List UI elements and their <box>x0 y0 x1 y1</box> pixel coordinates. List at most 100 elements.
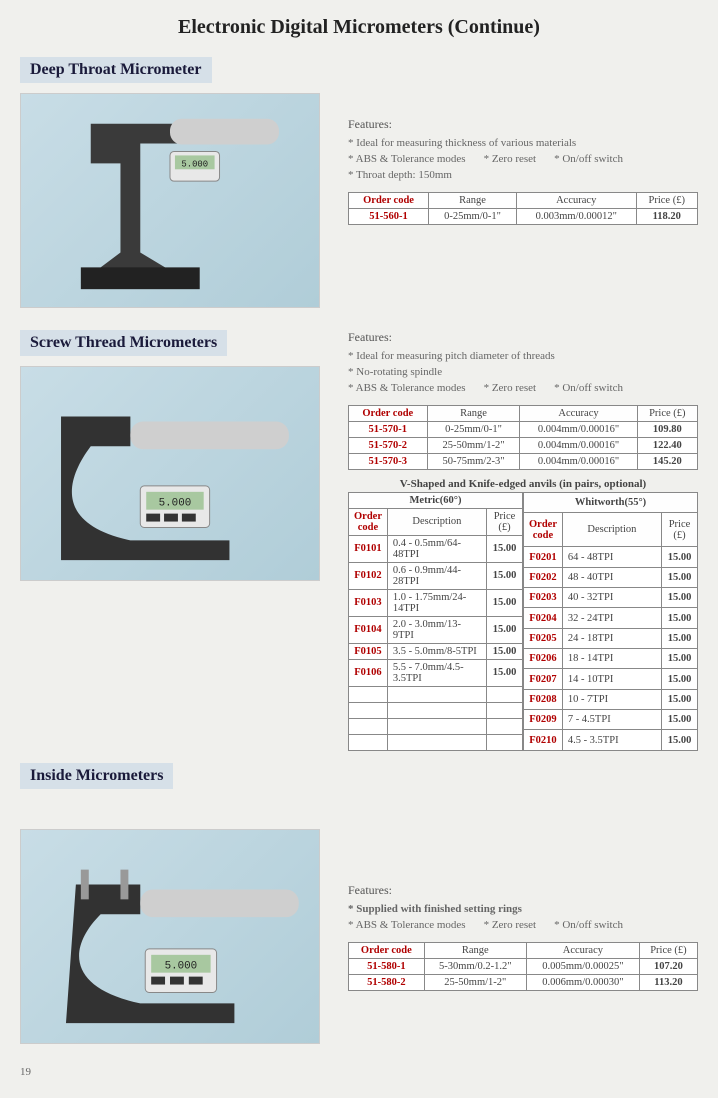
section-heading: Screw Thread Micrometers <box>20 330 227 356</box>
cell: 0.6 - 0.9mm/44-28TPI <box>387 562 486 589</box>
cell-accuracy: 0.006mm/0.00030" <box>526 974 639 990</box>
cell: 3.5 - 5.0mm/8-5TPI <box>387 643 486 659</box>
cell-order-code: 51-560-1 <box>349 208 429 224</box>
cell: 48 - 40TPI <box>562 567 661 587</box>
cell: 15.00 <box>487 535 523 562</box>
anvil-tables: Metric(60°) Order code Description Price… <box>348 492 698 751</box>
cell: F0106 <box>349 659 388 686</box>
cell-price: 145.20 <box>637 453 697 469</box>
cell-price: 109.80 <box>637 421 697 437</box>
cell: 15.00 <box>662 710 698 730</box>
cell-order-code: 51-580-1 <box>349 958 425 974</box>
cell-accuracy: 0.004mm/0.00016" <box>520 437 637 453</box>
cell: 10 - 7TPI <box>562 689 661 709</box>
product-image-inside: 5.000 <box>20 829 320 1044</box>
cell: F0103 <box>349 589 388 616</box>
features-label: Features: <box>348 883 698 898</box>
cell: F0105 <box>349 643 388 659</box>
cell: F0101 <box>349 535 388 562</box>
cell: 15.00 <box>662 608 698 628</box>
cell-order-code: 51-570-3 <box>349 453 428 469</box>
cell-price: 118.20 <box>636 208 698 224</box>
cell: F0207 <box>524 669 563 689</box>
feature-item: * Ideal for measuring thickness of vario… <box>348 136 698 152</box>
cell: 15.00 <box>487 643 523 659</box>
cell: F0209 <box>524 710 563 730</box>
cell-price: 107.20 <box>639 958 697 974</box>
th-range: Range <box>429 192 517 208</box>
cell: F0208 <box>524 689 563 709</box>
cell: F0210 <box>524 730 563 750</box>
metric-head: Metric(60°) <box>349 492 523 508</box>
cell-range: 25-50mm/1-2" <box>424 974 526 990</box>
cell-range: 0-25mm/0-1" <box>427 421 520 437</box>
feature-item: * Zero reset <box>484 918 537 934</box>
cell-accuracy: 0.005mm/0.00025" <box>526 958 639 974</box>
anvil-table-metric: Metric(60°) Order code Description Price… <box>348 492 523 751</box>
cell: 15.00 <box>662 628 698 648</box>
cell: 7 - 4.5TPI <box>562 710 661 730</box>
cell: F0202 <box>524 567 563 587</box>
price-table-inside: Order code Range Accuracy Price (£) 51-5… <box>348 942 698 991</box>
page-title: Electronic Digital Micrometers (Continue… <box>20 16 698 39</box>
cell: 15.00 <box>662 588 698 608</box>
cell: F0205 <box>524 628 563 648</box>
section-heading: Inside Micrometers <box>20 763 173 789</box>
cell-accuracy: 0.004mm/0.00016" <box>520 453 637 469</box>
cell: F0102 <box>349 562 388 589</box>
cell: 1.0 - 1.75mm/24-14TPI <box>387 589 486 616</box>
svg-text:5.000: 5.000 <box>181 159 208 169</box>
cell-accuracy: 0.004mm/0.00016" <box>520 421 637 437</box>
th-order-code: Order code <box>349 405 428 421</box>
th-range: Range <box>427 405 520 421</box>
cell: 15.00 <box>487 616 523 643</box>
th-accuracy: Accuracy <box>526 942 639 958</box>
cell: 24 - 18TPI <box>562 628 661 648</box>
cell-price: 122.40 <box>637 437 697 453</box>
svg-text:5.000: 5.000 <box>159 498 192 510</box>
cell: 15.00 <box>662 730 698 750</box>
feature-item: * On/off switch <box>554 381 623 397</box>
feature-item: * Throat depth: 150mm <box>348 168 698 184</box>
whit-head: Whitworth(55°) <box>524 492 698 512</box>
feature-item: * ABS & Tolerance modes <box>348 918 466 934</box>
cell: F0201 <box>524 547 563 567</box>
cell-range: 5-30mm/0.2-1.2" <box>424 958 526 974</box>
th-order-code: Order code <box>349 508 388 535</box>
cell-order-code: 51-580-2 <box>349 974 425 990</box>
product-image-screw: 5.000 <box>20 366 320 581</box>
cell: F0104 <box>349 616 388 643</box>
cell: 0.4 - 0.5mm/64-48TPI <box>387 535 486 562</box>
cell: 15.00 <box>662 689 698 709</box>
cell: 64 - 48TPI <box>562 547 661 567</box>
feature-item: * On/off switch <box>554 918 623 934</box>
cell-range: 50-75mm/2-3" <box>427 453 520 469</box>
th-price: Price (£) <box>639 942 697 958</box>
page-number: 19 <box>20 1066 698 1078</box>
cell <box>349 734 388 750</box>
cell: 15.00 <box>662 547 698 567</box>
cell: 32 - 24TPI <box>562 608 661 628</box>
cell: 2.0 - 3.0mm/13-9TPI <box>387 616 486 643</box>
cell-order-code: 51-570-1 <box>349 421 428 437</box>
th-range: Range <box>424 942 526 958</box>
th-price: Price (£) <box>636 192 698 208</box>
th-order-code: Order code <box>349 942 425 958</box>
section-inside: Inside Micrometers 5.000 Features: * Sup… <box>20 763 698 1044</box>
cell: 15.00 <box>487 562 523 589</box>
cell: F0204 <box>524 608 563 628</box>
cell: 15.00 <box>487 659 523 686</box>
cell <box>349 718 388 734</box>
cell: 15.00 <box>662 669 698 689</box>
cell: F0206 <box>524 649 563 669</box>
price-table-screw: Order code Range Accuracy Price (£) 51-5… <box>348 405 698 470</box>
cell-range: 25-50mm/1-2" <box>427 437 520 453</box>
anvil-heading: V-Shaped and Knife-edged anvils (in pair… <box>348 478 698 490</box>
cell: 5.5 - 7.0mm/4.5-3.5TPI <box>387 659 486 686</box>
cell: 4.5 - 3.5TPI <box>562 730 661 750</box>
feature-item: * On/off switch <box>554 152 623 168</box>
section-screw-thread: Screw Thread Micrometers 5.000 Features:… <box>20 330 698 751</box>
features-label: Features: <box>348 117 698 132</box>
features-label: Features: <box>348 330 698 345</box>
svg-text:5.000: 5.000 <box>165 961 198 973</box>
